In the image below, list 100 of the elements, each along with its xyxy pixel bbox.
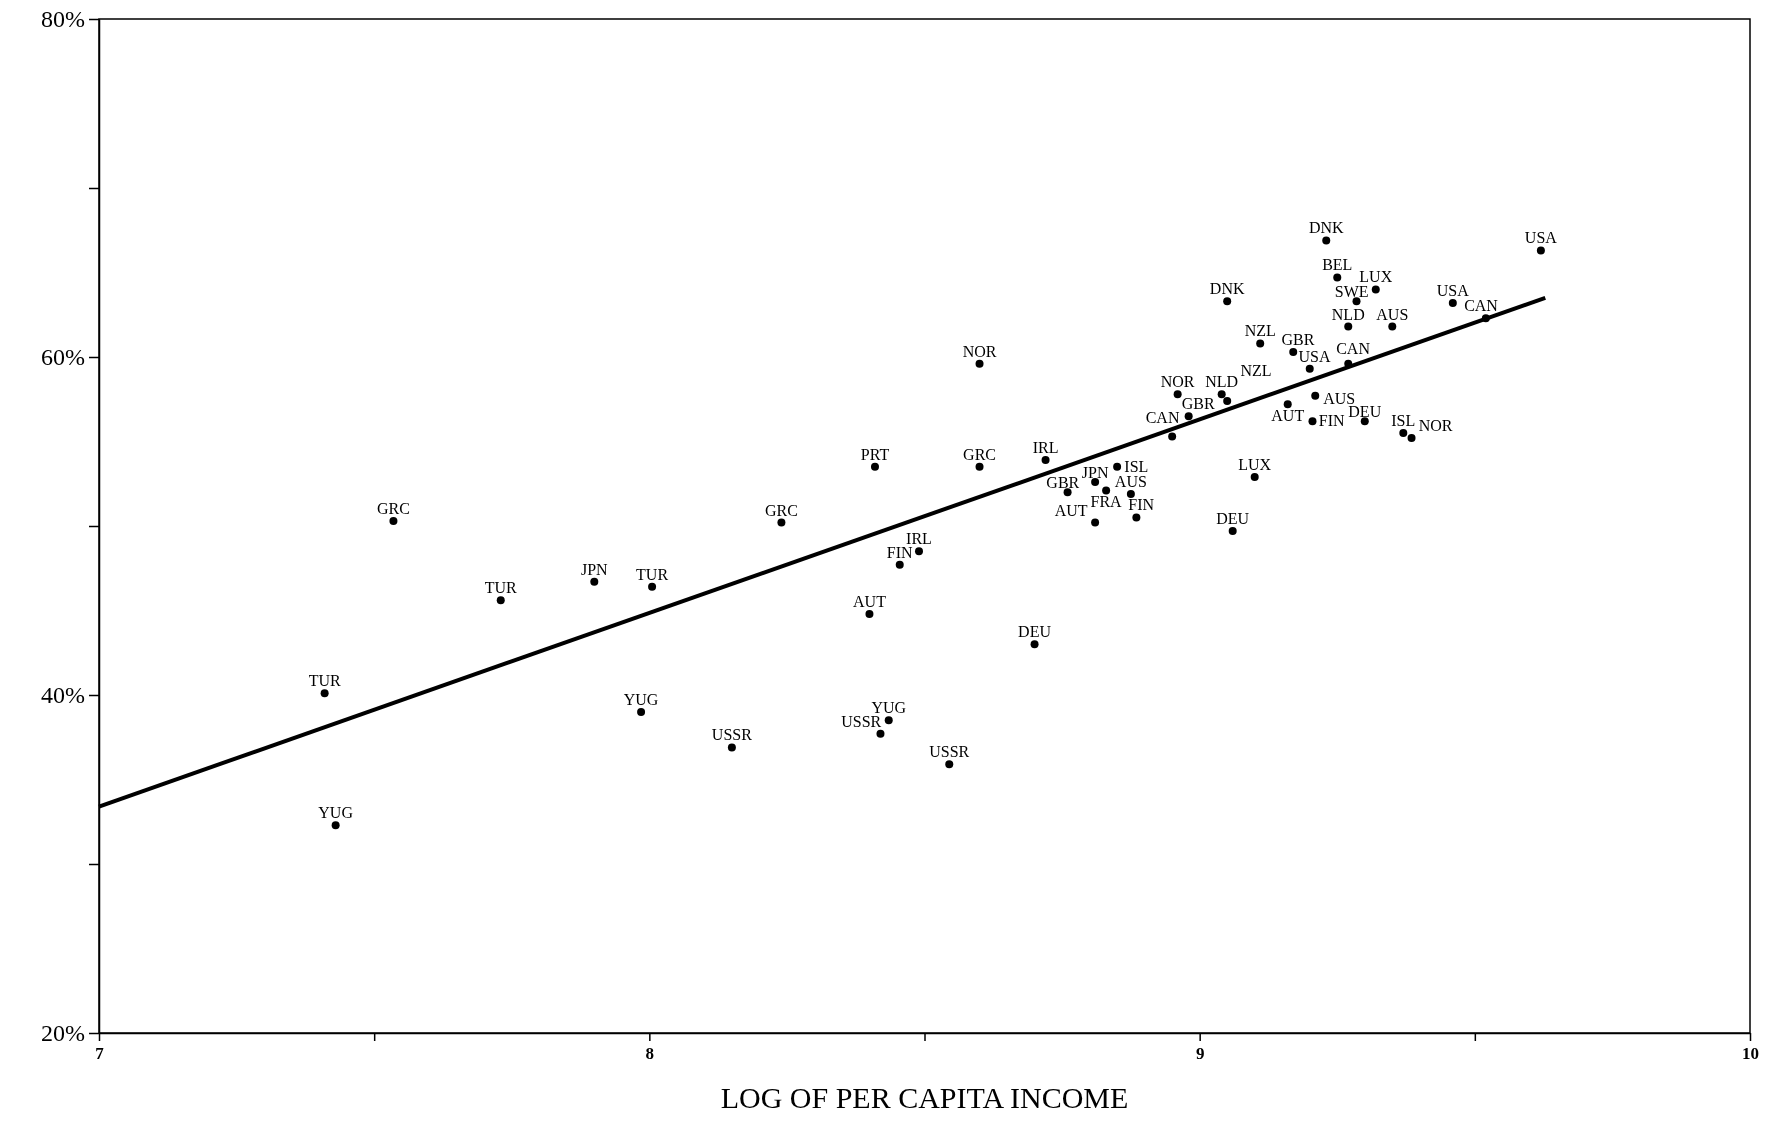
data-label: BEL: [1322, 256, 1353, 274]
point: [865, 609, 874, 618]
point: [1102, 486, 1111, 495]
data-label: TUR: [308, 672, 341, 690]
data-label: DEU: [1018, 623, 1052, 641]
point: [884, 716, 893, 725]
point: [1041, 456, 1050, 465]
point: [975, 462, 984, 471]
point: [777, 518, 786, 527]
data-label: LUX: [1238, 455, 1272, 473]
data-label: CAN: [1145, 409, 1180, 427]
point: [1333, 273, 1342, 282]
data-label: GRC: [764, 501, 798, 519]
point: [1030, 640, 1039, 649]
y-tick-label: 40%: [41, 682, 85, 709]
point: [876, 729, 885, 738]
point: [1223, 297, 1232, 306]
data-label: DNK: [1308, 219, 1345, 237]
point: [1250, 472, 1259, 481]
point: [1132, 513, 1141, 522]
data-label: GRC: [376, 499, 410, 517]
data-label: FIN: [1128, 496, 1155, 514]
data-label: LUX: [1359, 268, 1393, 286]
data-label: NOR: [1418, 417, 1453, 435]
point: [1223, 396, 1232, 405]
data-label: CAN: [1336, 339, 1371, 357]
data-label: JPN: [580, 560, 609, 578]
x-tick-label: 8: [645, 1044, 655, 1064]
point: [1289, 347, 1298, 356]
x-tick-label: 10: [1742, 1044, 1759, 1064]
point: [1352, 297, 1361, 306]
data-label: NZL: [1244, 322, 1276, 340]
data-label: AUT: [853, 592, 887, 610]
point: [1173, 390, 1182, 399]
data-label: USA: [1524, 229, 1558, 247]
data-label: NZL: [1240, 361, 1272, 379]
point: [975, 359, 984, 368]
data-label: TUR: [484, 579, 518, 597]
point: [1217, 390, 1226, 399]
data-label: USA: [1298, 347, 1331, 365]
y-tick-label: 80%: [41, 6, 85, 33]
y-tick-label: 60%: [41, 344, 85, 371]
data-label: FIN: [1318, 412, 1346, 430]
point: [1256, 339, 1265, 348]
point: [637, 707, 646, 716]
data-label: USA: [1436, 281, 1470, 299]
point: [1388, 322, 1397, 331]
point: [590, 577, 599, 586]
y-tick-label: 20%: [41, 1020, 85, 1047]
point: [1322, 236, 1331, 245]
point: [1184, 412, 1193, 421]
point: [727, 743, 736, 752]
point: [320, 689, 329, 698]
point: [1308, 417, 1317, 426]
data-label: ISL: [1391, 411, 1416, 429]
point: [1536, 246, 1545, 255]
data-label: AUS: [1114, 472, 1147, 490]
point: [1091, 518, 1100, 527]
data-label: DNK: [1209, 280, 1245, 298]
point: [870, 462, 879, 471]
data-label: SWE: [1334, 283, 1369, 301]
point: [389, 516, 398, 525]
data-label: ISL: [1124, 457, 1149, 475]
data-label: USSR: [711, 726, 753, 744]
point: [915, 547, 923, 556]
data-label: NLD: [1205, 373, 1239, 391]
data-label: CAN: [1464, 297, 1499, 315]
x-tick-label: 7: [95, 1044, 105, 1064]
point: [1448, 298, 1457, 307]
data-label: YUG: [318, 804, 354, 822]
data-label: PRT: [860, 445, 890, 463]
point: [1168, 432, 1177, 441]
point: [331, 821, 340, 830]
point: [1126, 489, 1135, 498]
point: [1305, 364, 1314, 373]
data-label: FRA: [1090, 493, 1123, 511]
data-label: JPN: [1081, 463, 1109, 481]
data-label: NOR: [1160, 373, 1195, 391]
data-label: USSR: [929, 743, 970, 761]
data-label: NLD: [1331, 305, 1365, 323]
data-label: NOR: [962, 342, 997, 360]
data-label: GBR: [1181, 395, 1216, 413]
data-label: GRC: [963, 445, 996, 463]
data-label: AUT: [1271, 407, 1305, 425]
data-label: YUG: [623, 690, 659, 708]
data-label: AUT: [1054, 501, 1088, 519]
point: [895, 560, 904, 569]
point: [1344, 322, 1353, 331]
data-label: GBR: [1281, 330, 1315, 348]
data-label: TUR: [636, 565, 669, 583]
point: [1091, 478, 1100, 487]
point: [1371, 285, 1380, 294]
point: [1283, 400, 1292, 409]
point: [1311, 391, 1320, 400]
data-label: IRL: [1032, 439, 1059, 457]
point: [1063, 488, 1072, 497]
data-label: AUS: [1376, 305, 1409, 323]
point: [1407, 434, 1416, 443]
point: [1228, 527, 1237, 536]
data-label: DEU: [1216, 509, 1250, 527]
